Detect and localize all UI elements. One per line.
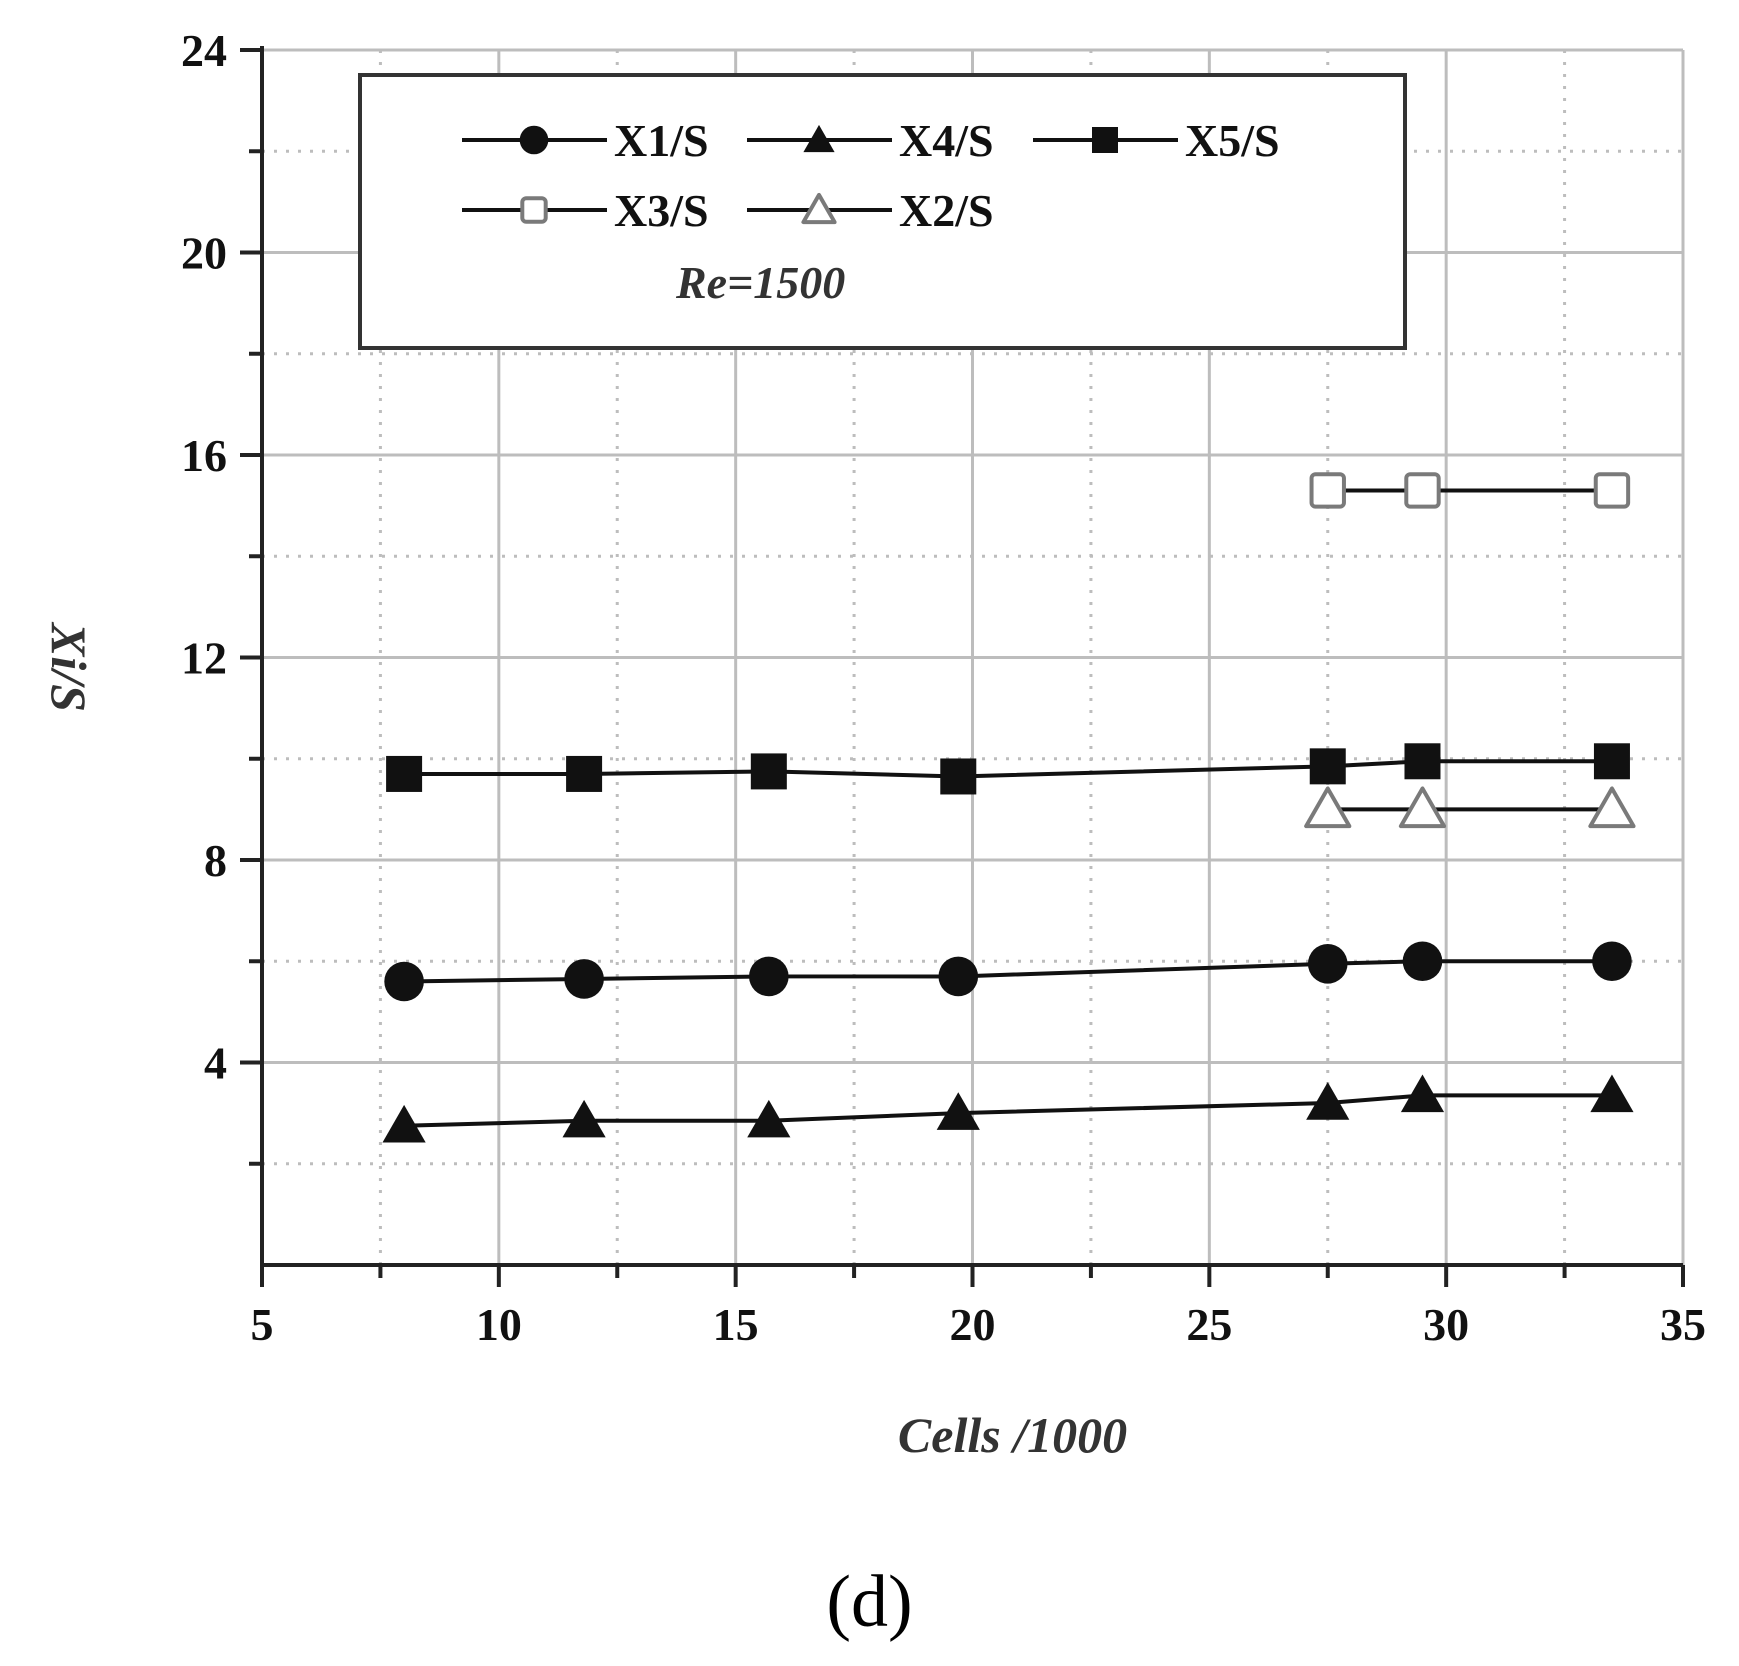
data-point-x1-s: [1307, 943, 1348, 984]
data-point-x1-s: [564, 959, 604, 999]
data-point-x5-s: [1309, 748, 1346, 785]
data-point-x4-s: [382, 1104, 426, 1143]
series-x1-s: [384, 941, 1632, 1002]
legend-marker-x3-s: [520, 196, 548, 224]
legend: X1/S X4/S X5/S X3/S X2/S Re=1500: [358, 73, 1407, 350]
axes: [240, 46, 1685, 1287]
legend-item-x2-s: X2/S: [747, 185, 994, 236]
y-tick-label: 20: [181, 228, 227, 279]
data-point-x1-s: [1402, 941, 1443, 982]
series-x4-s: [382, 1074, 1634, 1143]
y-tick-label: 8: [204, 835, 227, 886]
data-point-x1-s: [749, 956, 789, 997]
data-point-x4-s: [1306, 1082, 1350, 1120]
legend-marker-x5-s: [1092, 127, 1118, 153]
y-tick-label: 24: [181, 25, 227, 76]
series-x3-s: [1309, 472, 1631, 509]
legend-label: X3/S: [614, 185, 709, 236]
legend-label: X4/S: [899, 115, 994, 166]
data-point-x5-s: [1404, 743, 1441, 780]
data-point-x4-s: [1590, 1074, 1634, 1113]
y-tick-label: 4: [204, 1038, 227, 1089]
y-tick-label: 12: [181, 633, 227, 684]
data-point-x4-s: [936, 1092, 980, 1130]
series-x2-s: [1304, 786, 1636, 829]
legend-marker-x1-s: [519, 125, 549, 155]
legend-label: X2/S: [899, 185, 994, 236]
data-point-x4-s: [747, 1099, 791, 1138]
series-x5-s: [386, 743, 1630, 795]
y-tick-label: 16: [181, 430, 227, 481]
data-point-x5-s: [1593, 743, 1630, 780]
series-layer: [382, 472, 1636, 1143]
data-point-x1-s: [1592, 941, 1632, 982]
x-tick-label: 10: [476, 1299, 522, 1350]
x-tick-label: 30: [1423, 1299, 1469, 1350]
data-point-x5-s: [386, 755, 423, 792]
legend-item-x1-s: X1/S: [462, 115, 709, 166]
legend-item-x3-s: X3/S: [462, 185, 709, 236]
figure-caption: (d): [826, 1561, 913, 1643]
x-tick-label: 25: [1186, 1299, 1232, 1350]
legend-annotation: Re=1500: [675, 257, 845, 308]
x-tick-label: 5: [251, 1299, 274, 1350]
data-point-x2-s: [1588, 786, 1636, 829]
x-tick-label: 35: [1660, 1299, 1706, 1350]
legend-item-x5-s: X5/S: [1033, 115, 1280, 166]
data-point-x3-s: [1309, 472, 1346, 509]
legend-label: X1/S: [614, 115, 709, 166]
data-point-x1-s: [938, 956, 979, 997]
data-point-x2-s: [1304, 786, 1352, 829]
data-point-x3-s: [1593, 472, 1631, 509]
legend-marker-x4-s: [803, 124, 835, 153]
data-point-x5-s: [750, 753, 787, 790]
data-point-x4-s: [1400, 1074, 1445, 1113]
data-point-x5-s: [566, 755, 603, 792]
legend-item-x4-s: X4/S: [747, 115, 994, 166]
tick-labels: 5 10 15 20 25 30 35 4 8 12 16 20 24: [181, 25, 1706, 1350]
data-point-x1-s: [384, 961, 424, 1002]
data-point-x5-s: [940, 758, 977, 795]
y-axis-title: Xi/S: [41, 621, 97, 712]
x-tick-label: 15: [713, 1299, 759, 1350]
x-axis-title: Cells /1000: [898, 1407, 1127, 1463]
data-point-x3-s: [1404, 472, 1441, 509]
data-point-x4-s: [562, 1099, 606, 1138]
legend-marker-x2-s: [801, 192, 837, 225]
legend-label: X5/S: [1185, 115, 1280, 166]
data-point-x2-s: [1398, 786, 1447, 829]
x-tick-label: 20: [950, 1299, 996, 1350]
